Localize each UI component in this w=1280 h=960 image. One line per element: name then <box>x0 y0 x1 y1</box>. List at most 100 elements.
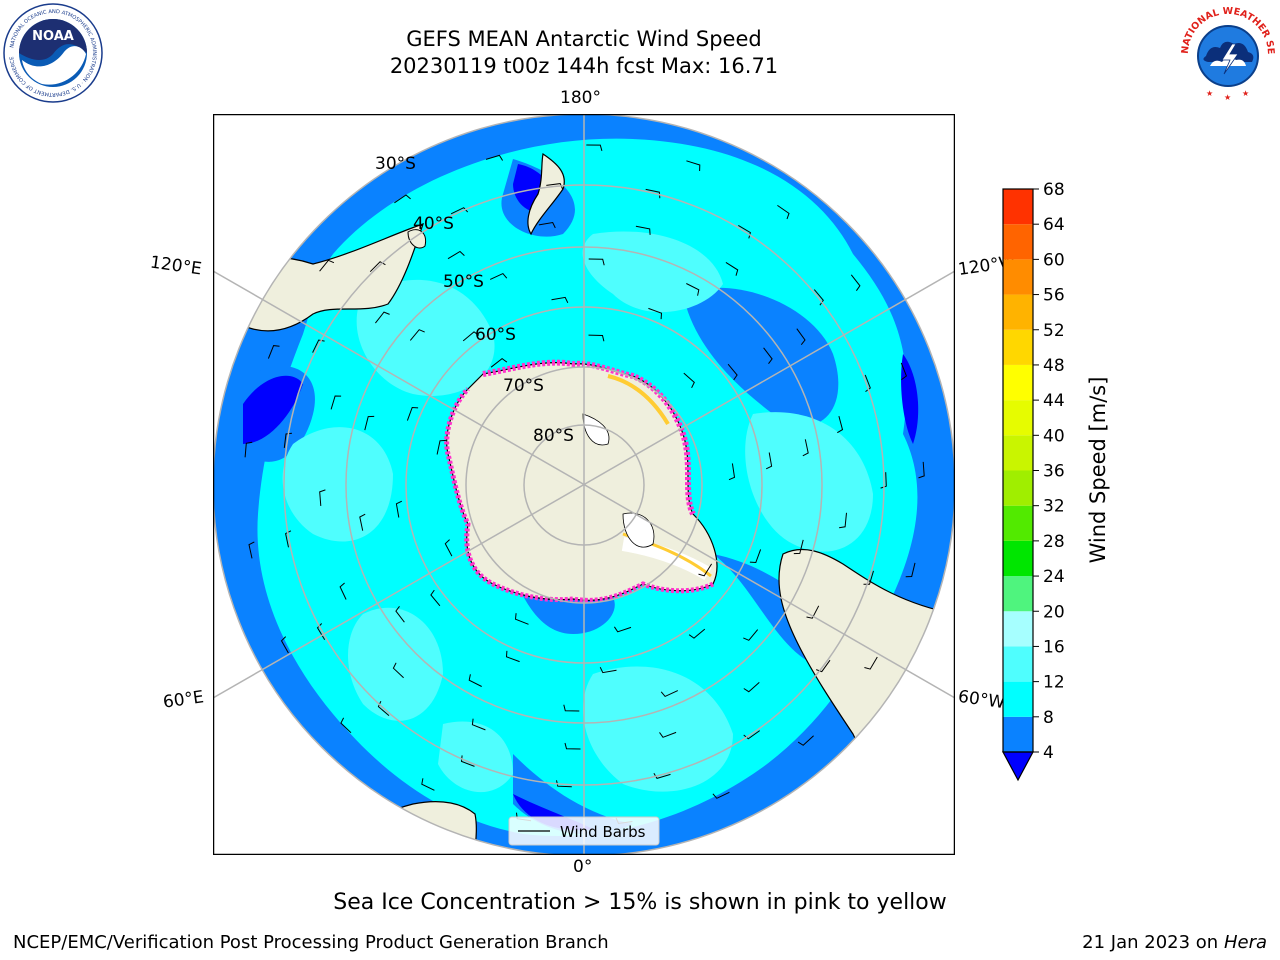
wind-barb <box>648 307 663 320</box>
wind-barb <box>563 704 580 712</box>
colorbar-tick-label: 8 <box>1043 708 1054 728</box>
colorbar-block <box>1003 716 1033 752</box>
colorbar-tick-label: 44 <box>1043 391 1065 411</box>
wind-barb <box>599 666 617 674</box>
wind-barb <box>588 258 605 266</box>
wind-barb <box>490 357 508 368</box>
wind-barb <box>796 328 806 346</box>
noaa-text: NOAA <box>32 29 74 44</box>
svg-text:★: ★ <box>1224 93 1231 102</box>
lat-label-40s: 40°S <box>413 214 454 234</box>
wind-barb <box>551 296 569 304</box>
wind-barb <box>546 183 564 190</box>
nws-logo: NATIONAL WEATHER SERVICE ★ ★ ★ <box>1176 4 1276 102</box>
lat-label-50s: 50°S <box>443 272 484 292</box>
footer-host: Hera <box>1223 932 1267 953</box>
lon-label-180: 180° <box>560 88 601 108</box>
colorbar-tick-label: 16 <box>1043 637 1065 657</box>
lat-label-80s: 80°S <box>533 426 574 446</box>
wind-barb <box>319 259 335 272</box>
wind-barb <box>538 221 556 229</box>
wind-barb <box>450 207 469 215</box>
wind-barb <box>340 717 352 734</box>
wind-barb <box>588 334 605 342</box>
wind-barb <box>653 773 671 779</box>
polar-map: 30°S 40°S 50°S 60°S 70°S 80°S Wind Barbs <box>213 114 955 855</box>
colorbar-tick-label: 24 <box>1043 567 1065 587</box>
wind-barb <box>839 512 847 529</box>
map-subtitle: 20230119 t00z 144h fcst Max: 16.71 <box>389 54 779 78</box>
colorbar-tick-label: 12 <box>1043 673 1065 693</box>
colorbar-block <box>1003 540 1033 577</box>
colorbar-tick-label: 4 <box>1043 743 1054 763</box>
colorbar-block <box>1003 400 1033 436</box>
wind-barb <box>471 718 486 731</box>
wind-barb <box>377 700 390 716</box>
wind-barb <box>364 415 375 431</box>
colorbar-block <box>1003 259 1033 295</box>
wind-barb <box>797 735 814 746</box>
wind-barb <box>806 605 820 619</box>
colorbar-block <box>1003 294 1033 330</box>
colorbar-block <box>1003 576 1033 612</box>
wind-barb <box>743 730 760 740</box>
wind-barb <box>556 780 572 788</box>
wind-barb <box>660 690 679 698</box>
lat-label-60s: 60°S <box>475 325 516 345</box>
colorbar-tick-label: 68 <box>1043 180 1065 200</box>
colorbar-block <box>1003 505 1033 541</box>
colorbar-extend-triangle <box>1001 751 1035 782</box>
wind-barb <box>813 289 824 306</box>
colorbar-block <box>1003 329 1033 365</box>
wind-barb <box>635 225 651 235</box>
colorbar-block <box>1003 364 1033 401</box>
colorbar-label: Wind Speed [m/s] <box>1086 377 1110 564</box>
map-title: GEFS MEAN Antarctic Wind Speed <box>406 27 762 51</box>
wind-barb <box>765 452 773 470</box>
colorbar-tick-label: 32 <box>1043 497 1065 517</box>
wind-barb <box>312 339 325 353</box>
footer-date: 21 Jan 2023 on Hera <box>1082 932 1267 953</box>
colorbar-tick-label: 40 <box>1043 426 1065 446</box>
colorbar-block <box>1003 224 1033 260</box>
wind-barb <box>460 755 475 767</box>
footer-branch: NCEP/EMC/Verification Post Processing Pr… <box>13 932 609 953</box>
wind-barb <box>505 650 520 663</box>
lon-label-120e: 120°E <box>148 252 203 280</box>
wind-barb <box>686 160 701 172</box>
wind-barb <box>485 154 504 161</box>
wind-barb <box>375 311 390 324</box>
wind-barb <box>280 636 289 654</box>
wind-barb <box>777 204 790 220</box>
wind-barb <box>837 415 844 434</box>
new-zealand-landmass <box>527 153 565 236</box>
wind-barb <box>698 563 713 577</box>
lat-label-70s: 70°S <box>503 376 544 396</box>
wind-barb <box>659 731 677 738</box>
wind-barb <box>613 626 632 633</box>
wind-barb <box>688 628 706 639</box>
graticule <box>213 114 955 855</box>
wind-barb <box>359 513 366 531</box>
colorbar-block <box>1003 681 1033 717</box>
wind-barb <box>447 250 465 260</box>
lat-label-30s: 30°S <box>375 154 416 174</box>
wind-barb <box>339 582 347 600</box>
colorbar-block <box>1003 189 1033 225</box>
ocean-high-region <box>356 279 495 396</box>
wind-barb <box>725 261 739 276</box>
wind-barb <box>763 347 773 364</box>
wind-barb <box>683 372 695 389</box>
colorbar-tick-label: 60 <box>1043 250 1065 270</box>
sea-ice-edge <box>482 359 696 516</box>
wind-barb <box>436 439 447 455</box>
wind-barb <box>850 274 861 291</box>
lon-label-60e: 60°E <box>161 687 206 713</box>
colorbar-block <box>1003 611 1033 647</box>
lon-label-0: 0° <box>573 857 593 877</box>
wind-barb <box>864 656 878 670</box>
colorbar-tick-label: 20 <box>1043 602 1065 622</box>
wind-barb <box>728 463 736 481</box>
colorbar-block <box>1003 646 1033 682</box>
